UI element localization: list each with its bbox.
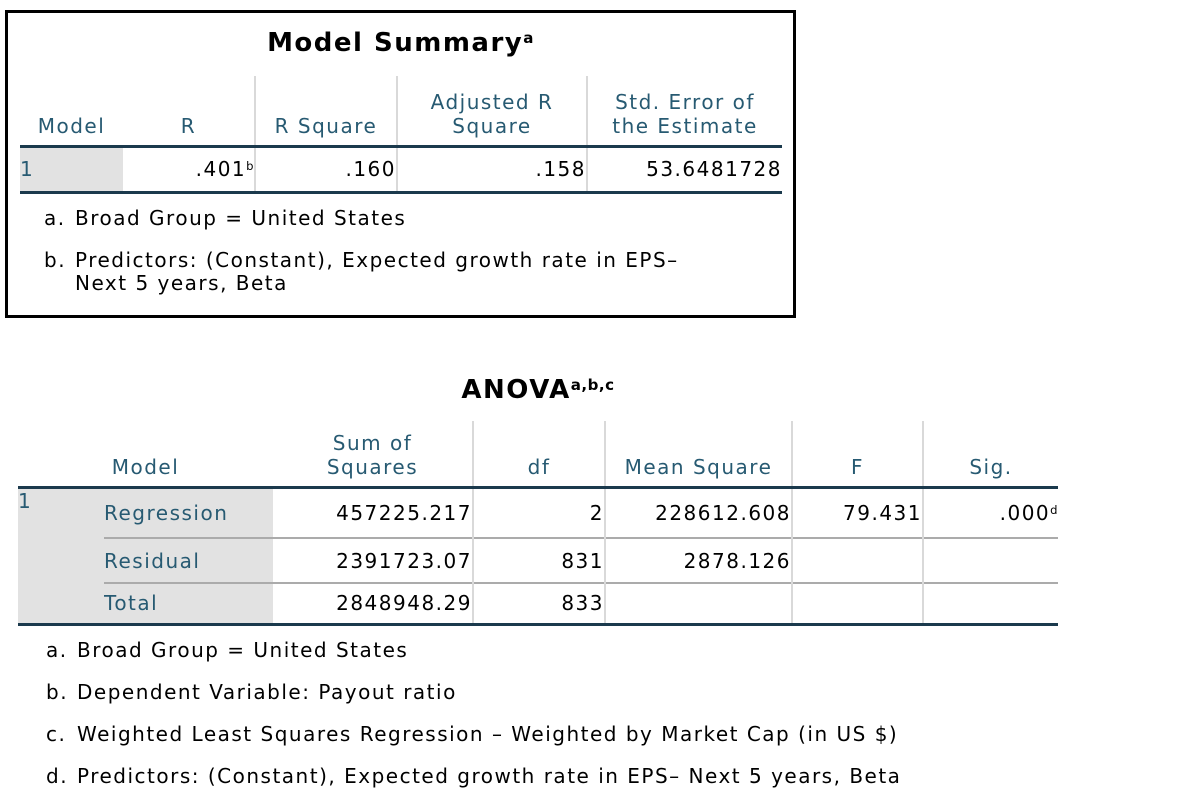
footnote-a: a. Broad Group = United States (46, 637, 1058, 662)
model-number-cell: 1 (18, 487, 104, 626)
col-header-sum-of-squares: Sum of Squares (273, 421, 473, 489)
sig-cell-empty (922, 582, 1058, 626)
r-value: .401 (195, 157, 247, 181)
anova-output[interactable]: ANOVAa,b,c Model Sum of Squares df Mean … (18, 372, 1058, 807)
footnote-text: Predictors: (Constant), Expected growth … (75, 247, 679, 272)
footnote-text: Dependent Variable: Payout ratio (77, 679, 457, 704)
sum-of-squares-cell: 457225.217 (336, 500, 472, 525)
sig-value: .000 (999, 500, 1051, 525)
footnote-b: b. Predictors: (Constant), Expected grow… (44, 247, 793, 295)
f-cell: 79.431 (791, 487, 923, 538)
footnote-b: b. Dependent Variable: Payout ratio (46, 679, 1058, 704)
model-summary-title-text: Model Summary (267, 28, 524, 58)
footnote-d: d. Predictors: (Constant), Expected grow… (46, 763, 1058, 788)
table-row-total: Total 2848948.29 833 (18, 582, 1058, 626)
footnote-text: Broad Group = United States (75, 205, 407, 230)
footnote-marker: a. (46, 637, 68, 662)
footnote-marker: b. (46, 679, 69, 704)
mean-square-cell-empty (604, 582, 792, 626)
col-header-sig: Sig. (922, 421, 1058, 489)
r-value-cell: .401b (123, 146, 255, 194)
mean-square-cell: 228612.608 (604, 487, 792, 538)
model-summary-footnotes: a. Broad Group = United States b. Predic… (44, 205, 793, 295)
r-square-value-cell: .160 (254, 146, 397, 194)
footnote-a: a. Broad Group = United States (44, 205, 793, 230)
col-header-r-square: R Square (254, 76, 397, 148)
footnote-marker: b. (44, 247, 67, 272)
anova-footnotes: a. Broad Group = United States b. Depend… (46, 637, 1058, 788)
sum-of-squares-cell: 2848948.29 (273, 582, 473, 626)
model-number-cell: 1 (20, 146, 123, 194)
f-cell-empty (791, 537, 923, 583)
row-label-total: Total (104, 582, 273, 626)
mean-square-cell: 2878.126 (604, 537, 792, 583)
r-value-superscript: b (246, 159, 254, 174)
footnote-c: c. Weighted Least Squares Regression – W… (46, 721, 1058, 746)
footnote-marker: a. (44, 205, 66, 230)
col-header-std-error: Std. Error of the Estimate (586, 76, 782, 148)
col-header-mean-square: Mean Square (604, 421, 792, 489)
anova-header-row: Model Sum of Squares df Mean Square F Si… (18, 421, 1058, 489)
sig-cell-empty (922, 537, 1058, 583)
col-header-adjusted-r-square: Adjusted R Square (396, 76, 587, 148)
table-row-residual: Residual 2391723.07 831 2878.126 (18, 537, 1058, 583)
model-summary-table: Model R R Square Adjusted R Square Std. … (20, 76, 782, 194)
std-error-value-cell: 53.6481728 (586, 146, 782, 194)
table-row-regression: 1 Regression 457225.217 2 228612.608 79.… (18, 487, 1058, 626)
sum-of-squares-cell: 2391723.07 (273, 537, 473, 583)
col-header-model: Model (18, 421, 273, 489)
model-summary-header-row: Model R R Square Adjusted R Square Std. … (20, 76, 782, 148)
col-header-df: df (472, 421, 605, 489)
anova-title: ANOVAa,b,c (18, 372, 1058, 411)
sig-cell: .000d (922, 487, 1058, 538)
footnote-marker: d. (46, 763, 69, 788)
anova-table: Model Sum of Squares df Mean Square F Si… (18, 421, 1058, 626)
footnote-text: Weighted Least Squares Regression – Weig… (77, 721, 899, 746)
adjusted-r-square-value-cell: .158 (396, 146, 587, 194)
col-header-f: F (791, 421, 923, 489)
col-header-r: R (123, 76, 255, 148)
df-cell: 831 (472, 537, 605, 583)
df-cell: 833 (472, 582, 605, 626)
table-row: 1 .401b .160 .158 53.6481728 (20, 146, 782, 194)
footnote-marker: c. (46, 721, 67, 746)
footnote-text: Broad Group = United States (77, 637, 409, 662)
model-summary-output[interactable]: Model Summarya Model R R Square Adjusted… (5, 10, 796, 318)
model-summary-title-superscript: a (523, 29, 534, 48)
footnote-text: Next 5 years, Beta (75, 270, 288, 295)
sig-superscript: d (1050, 502, 1058, 517)
row-label-regression: Regression (104, 487, 273, 538)
model-summary-title: Model Summarya (8, 25, 793, 64)
row-label-residual: Residual (104, 537, 273, 583)
anova-title-superscript: a,b,c (570, 376, 615, 395)
f-cell-empty (791, 582, 923, 626)
anova-title-text: ANOVA (461, 375, 571, 405)
col-header-model: Model (20, 76, 123, 148)
footnote-text: Predictors: (Constant), Expected growth … (77, 763, 902, 788)
df-cell: 2 (472, 487, 605, 538)
